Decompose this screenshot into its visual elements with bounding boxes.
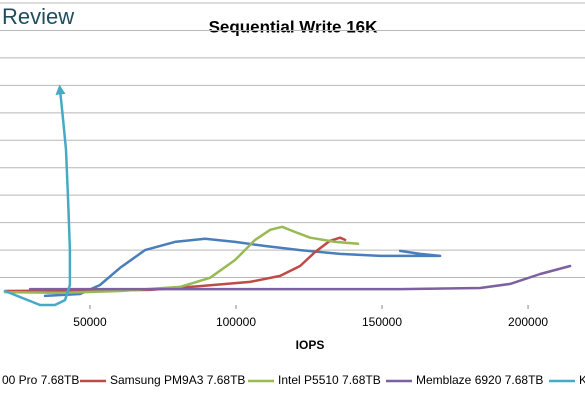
x-tick-label: 100000 xyxy=(216,315,256,329)
legend-label: Ki xyxy=(579,373,585,387)
legend-label: Intel P5510 7.68TB xyxy=(278,373,381,387)
x-tick-label: 50000 xyxy=(73,315,107,329)
x-axis-label: IOPS xyxy=(296,338,325,352)
legend-label: Memblaze 6920 7.68TB xyxy=(416,373,543,387)
series-line xyxy=(43,237,442,298)
legend-label: Samsung PM9A3 7.68TB xyxy=(110,373,245,387)
series-line xyxy=(28,264,572,291)
logo: Review xyxy=(2,4,74,29)
legend-label: 00 Pro 7.68TB xyxy=(2,373,79,387)
legend: 00 Pro 7.68TB Samsung PM9A3 7.68TB Intel P… xyxy=(2,373,585,387)
chart-title: Sequential Write 16K xyxy=(209,17,379,36)
series-line xyxy=(3,236,347,293)
x-tick-label: 200000 xyxy=(508,315,548,329)
plot xyxy=(3,84,572,307)
x-tick-label: 150000 xyxy=(362,315,402,329)
series-line xyxy=(3,225,360,295)
grid: 50000 100000 150000 200000 xyxy=(0,2,585,329)
series-line xyxy=(3,84,72,307)
